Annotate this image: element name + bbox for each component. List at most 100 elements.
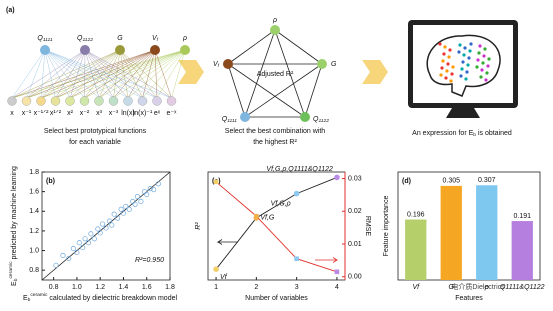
marker	[213, 179, 219, 185]
brain-node	[477, 51, 481, 55]
point	[66, 255, 72, 261]
brain-node	[484, 78, 488, 82]
link	[44, 49, 56, 99]
text-part: 1122	[82, 37, 93, 43]
point-label: Vf,G,ρ,Q1111&Q1122	[266, 166, 333, 173]
point	[132, 201, 138, 207]
marker	[254, 213, 259, 219]
function-node	[79, 96, 90, 106]
function-node	[123, 96, 133, 106]
edge	[244, 29, 276, 118]
point	[99, 221, 106, 227]
x-axis-label: Features	[455, 295, 483, 302]
link	[84, 49, 158, 99]
axis-arrow	[216, 239, 238, 245]
brain-node	[443, 45, 447, 49]
link	[84, 49, 86, 99]
text-part: b	[473, 132, 476, 138]
y2-axis-label: RMSE	[364, 216, 371, 237]
link	[119, 49, 172, 99]
point	[103, 225, 109, 231]
plot-frame	[397, 171, 541, 281]
point	[109, 222, 115, 228]
function-label: x³	[96, 110, 103, 117]
arrow	[178, 60, 204, 84]
brain-node	[486, 64, 490, 68]
point	[88, 231, 94, 237]
brain-node	[468, 49, 472, 53]
link	[98, 49, 156, 99]
x-tick-label: 1.2	[95, 284, 105, 291]
variable-node	[150, 45, 160, 55]
x-tick-label: Vf	[412, 284, 420, 291]
pentagon-node	[240, 112, 250, 122]
y-axis-label: R²	[195, 222, 202, 230]
brain-node	[485, 71, 489, 75]
function-label: x¹ᐟ²	[50, 110, 62, 117]
point	[91, 236, 97, 242]
pentagon-node	[270, 25, 280, 35]
brain-node	[480, 68, 484, 72]
value-label: 0.191	[513, 213, 531, 220]
link	[11, 49, 86, 99]
point	[106, 218, 113, 224]
variable-node	[80, 45, 90, 55]
brain-node	[481, 61, 485, 65]
link	[84, 49, 100, 99]
panel-label: (b)	[46, 178, 55, 185]
y-axis-label: Ebceramic predicted by machine learning	[8, 166, 19, 286]
text-part: E	[23, 295, 28, 302]
x-tick-label: 1.6	[142, 284, 152, 291]
text-part: f	[157, 37, 159, 43]
link	[40, 49, 156, 99]
y2-tick-label: 0.03	[348, 175, 362, 182]
point-label: Vf,G,ρ	[271, 200, 291, 207]
text-part: ρ	[182, 35, 187, 42]
text-part: b	[13, 278, 19, 281]
brain-node	[478, 44, 482, 48]
link	[171, 49, 186, 99]
point	[147, 186, 153, 192]
link	[44, 49, 172, 99]
link	[26, 49, 121, 99]
variable-label: Q1122	[77, 35, 93, 43]
function-node	[50, 96, 61, 106]
function-node	[166, 96, 177, 106]
point	[97, 230, 103, 236]
variable-label: Q1111	[37, 35, 53, 43]
function-label: x⁻¹	[22, 110, 32, 117]
variable-node	[115, 45, 125, 55]
edge	[274, 29, 306, 118]
plot-frame	[207, 171, 346, 281]
point	[60, 252, 66, 259]
caption: Select best prototypical functions	[44, 128, 147, 135]
link	[84, 49, 114, 99]
link	[44, 49, 143, 99]
point	[111, 211, 117, 217]
y-tick-label: 1.0	[29, 247, 39, 254]
x-axis-label: Number of variables	[245, 295, 308, 302]
brain-node	[466, 63, 470, 67]
caption: the highest R²	[253, 139, 297, 146]
pentagon-node	[300, 112, 310, 122]
link	[113, 49, 186, 99]
link	[84, 49, 129, 99]
link	[40, 49, 121, 99]
brain-node	[439, 73, 443, 77]
function-node	[65, 96, 75, 106]
brain-node	[442, 52, 446, 56]
y2-tick-label: 0.00	[348, 274, 362, 281]
pentagon-label: Q1122	[313, 116, 329, 124]
edge	[227, 29, 276, 65]
link	[44, 49, 158, 99]
x-tick-label: 1.8	[165, 284, 175, 291]
point	[115, 215, 121, 221]
link	[55, 49, 186, 99]
brain-node	[451, 65, 455, 69]
link	[127, 49, 186, 99]
caption: for each variable	[69, 139, 121, 146]
brain-node	[467, 56, 471, 60]
pentagon-label: ρ	[272, 17, 277, 24]
text-part: Q	[77, 35, 83, 42]
brain-node	[445, 69, 449, 73]
